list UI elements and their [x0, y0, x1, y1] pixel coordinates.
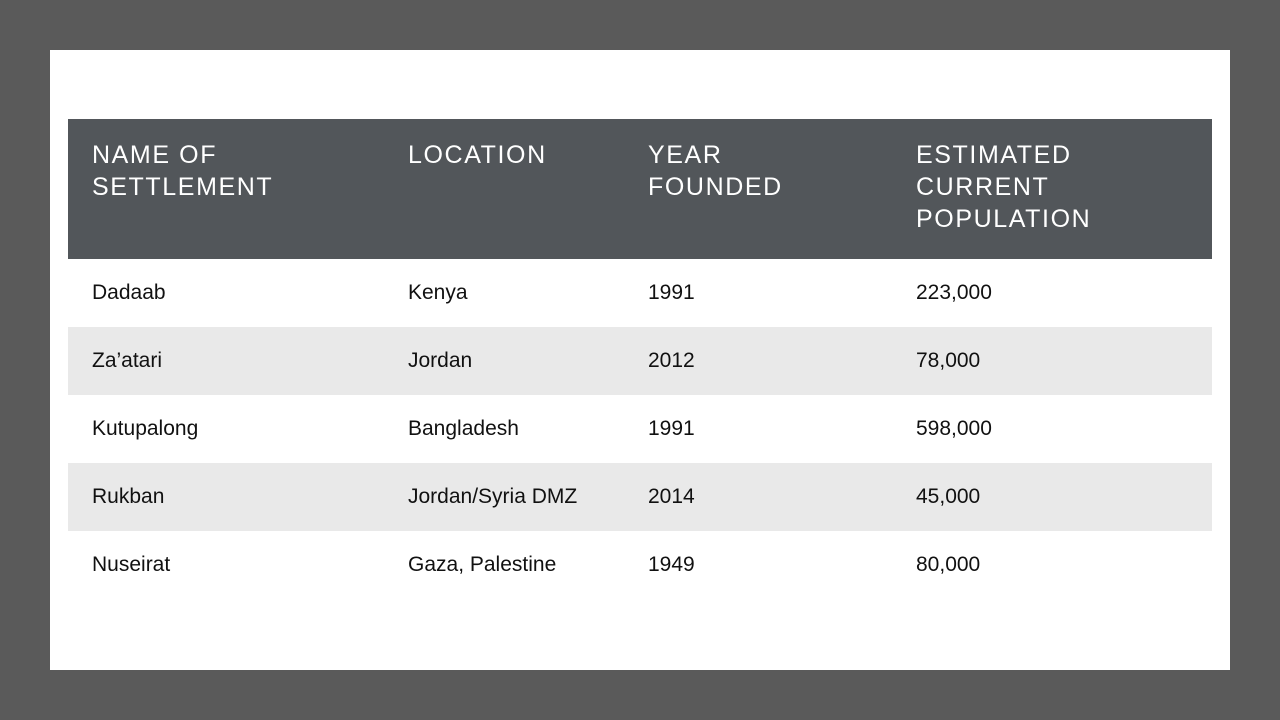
cell-year-founded: 1991: [648, 281, 695, 304]
cell-settlement-name: Kutupalong: [92, 417, 199, 440]
cell-location: Bangladesh: [408, 417, 519, 440]
cell-year-founded: 1949: [648, 553, 695, 576]
cell-population: 223,000: [916, 281, 992, 304]
settlements-table: NAME OF SETTLEMENT LOCATION YEAR FOUNDED…: [68, 119, 1212, 599]
table-row: Rukban Jordan/Syria DMZ 2014 45,000: [68, 463, 1212, 531]
cell-location: Kenya: [408, 281, 468, 304]
table-row: Za’atari Jordan 2012 78,000: [68, 327, 1212, 395]
cell-settlement-name: Za’atari: [92, 349, 163, 372]
cell-location: Jordan: [408, 349, 473, 372]
cell-population: 45,000: [916, 485, 981, 508]
cell-year-founded: 2014: [648, 485, 695, 508]
table-header-row: NAME OF SETTLEMENT LOCATION YEAR FOUNDED…: [68, 119, 1212, 259]
cell-population: 78,000: [916, 349, 981, 372]
cell-year-founded: 1991: [648, 417, 695, 440]
header-year-founded: YEAR FOUNDED: [648, 141, 783, 201]
cell-year-founded: 2012: [648, 349, 695, 372]
cell-settlement-name: Rukban: [92, 485, 165, 508]
slide: NAME OF SETTLEMENT LOCATION YEAR FOUNDED…: [50, 50, 1230, 670]
header-location: LOCATION: [408, 141, 547, 169]
cell-location: Gaza, Palestine: [408, 553, 557, 576]
header-estimated-population: ESTIMATED CURRENT POPULATION: [916, 141, 1092, 233]
table-row: Nuseirat Gaza, Palestine 1949 80,000: [68, 531, 1212, 599]
cell-settlement-name: Nuseirat: [92, 553, 171, 576]
header-name-of-settlement: NAME OF SETTLEMENT: [92, 141, 274, 201]
table-row: Dadaab Kenya 1991 223,000: [68, 259, 1212, 327]
cell-population: 598,000: [916, 417, 992, 440]
cell-settlement-name: Dadaab: [92, 281, 166, 304]
table-row: Kutupalong Bangladesh 1991 598,000: [68, 395, 1212, 463]
cell-location: Jordan/Syria DMZ: [408, 485, 578, 508]
cell-population: 80,000: [916, 553, 981, 576]
